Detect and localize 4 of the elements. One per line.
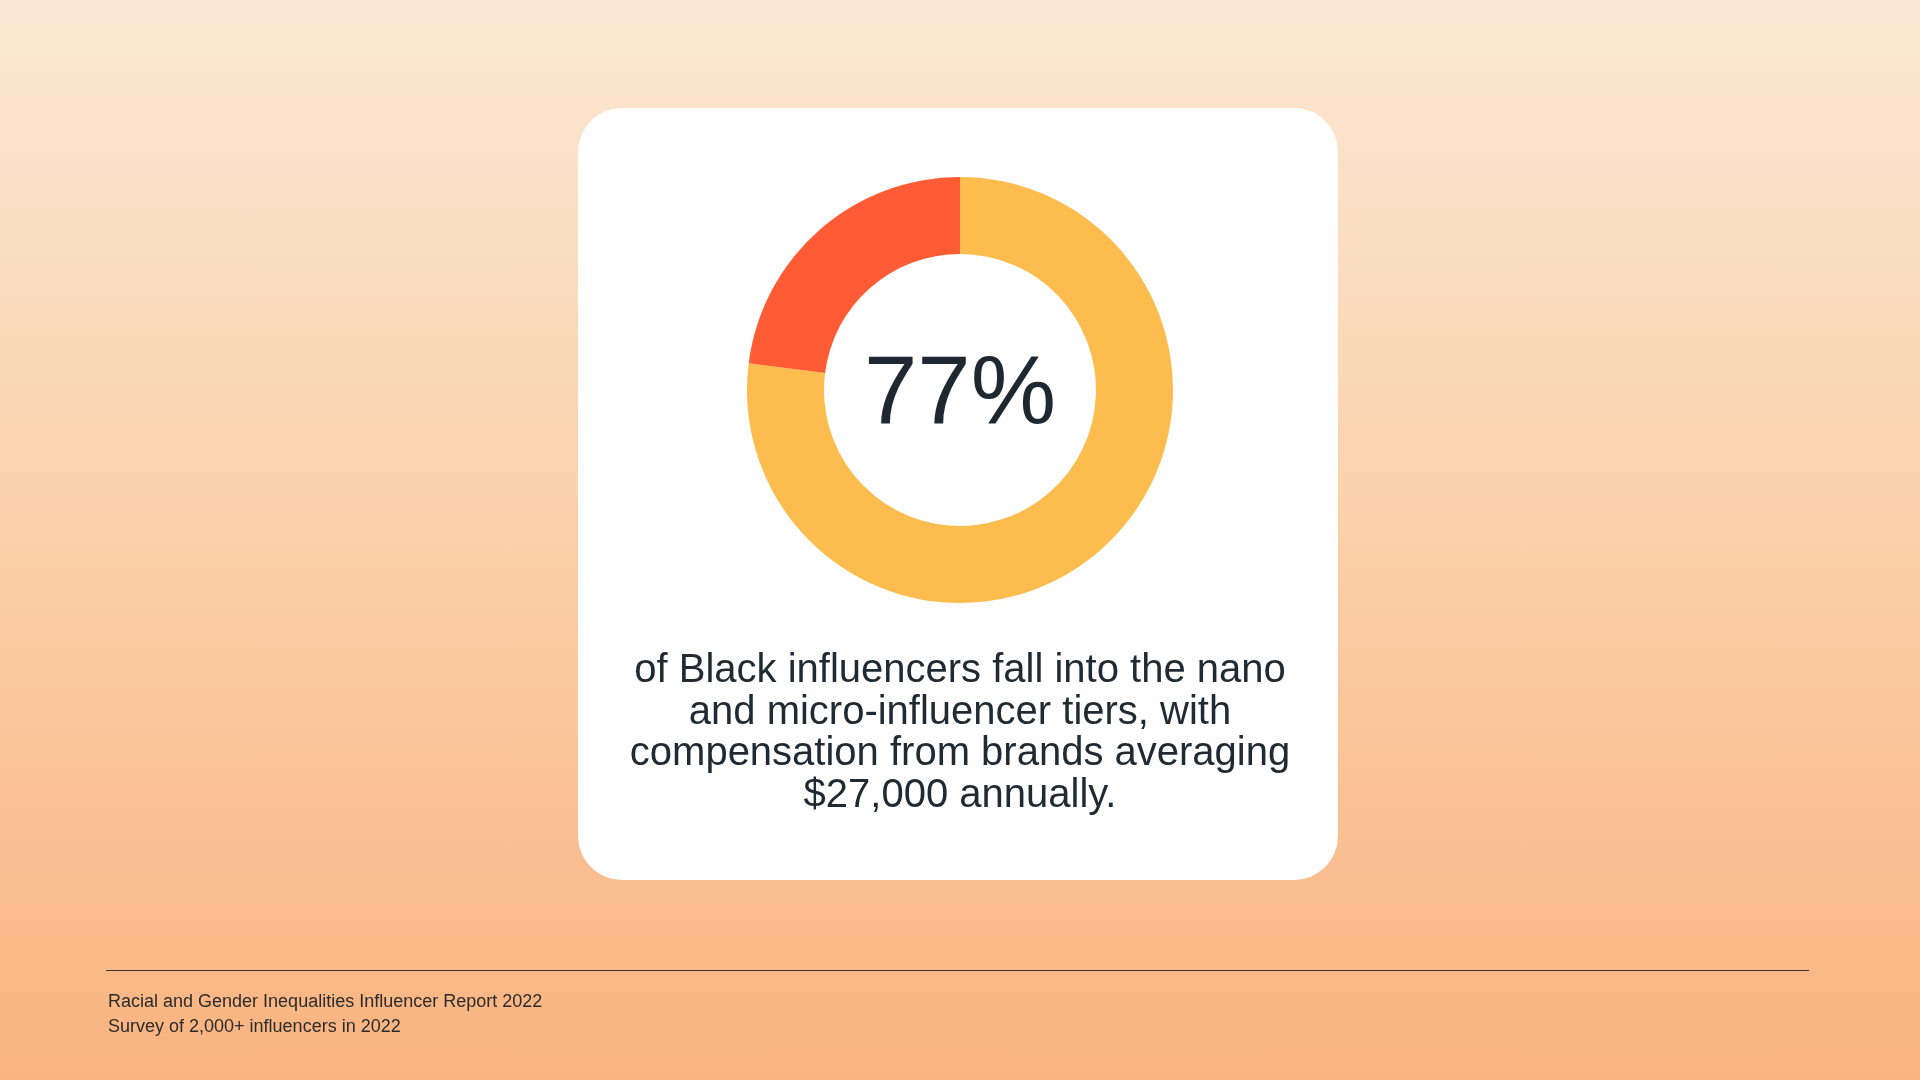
text: of Black influencers fall into the nano and micro-influencer tiers, with compensation from brands averaging $27,000 annually.	[628, 646, 1292, 815]
text: Survey of 2,000+ influencers in 2022	[108, 1014, 401, 1038]
text: Racial and Gender Inequalities Influencer Report 2022	[108, 990, 543, 1013]
text: 77%	[863, 336, 1057, 443]
